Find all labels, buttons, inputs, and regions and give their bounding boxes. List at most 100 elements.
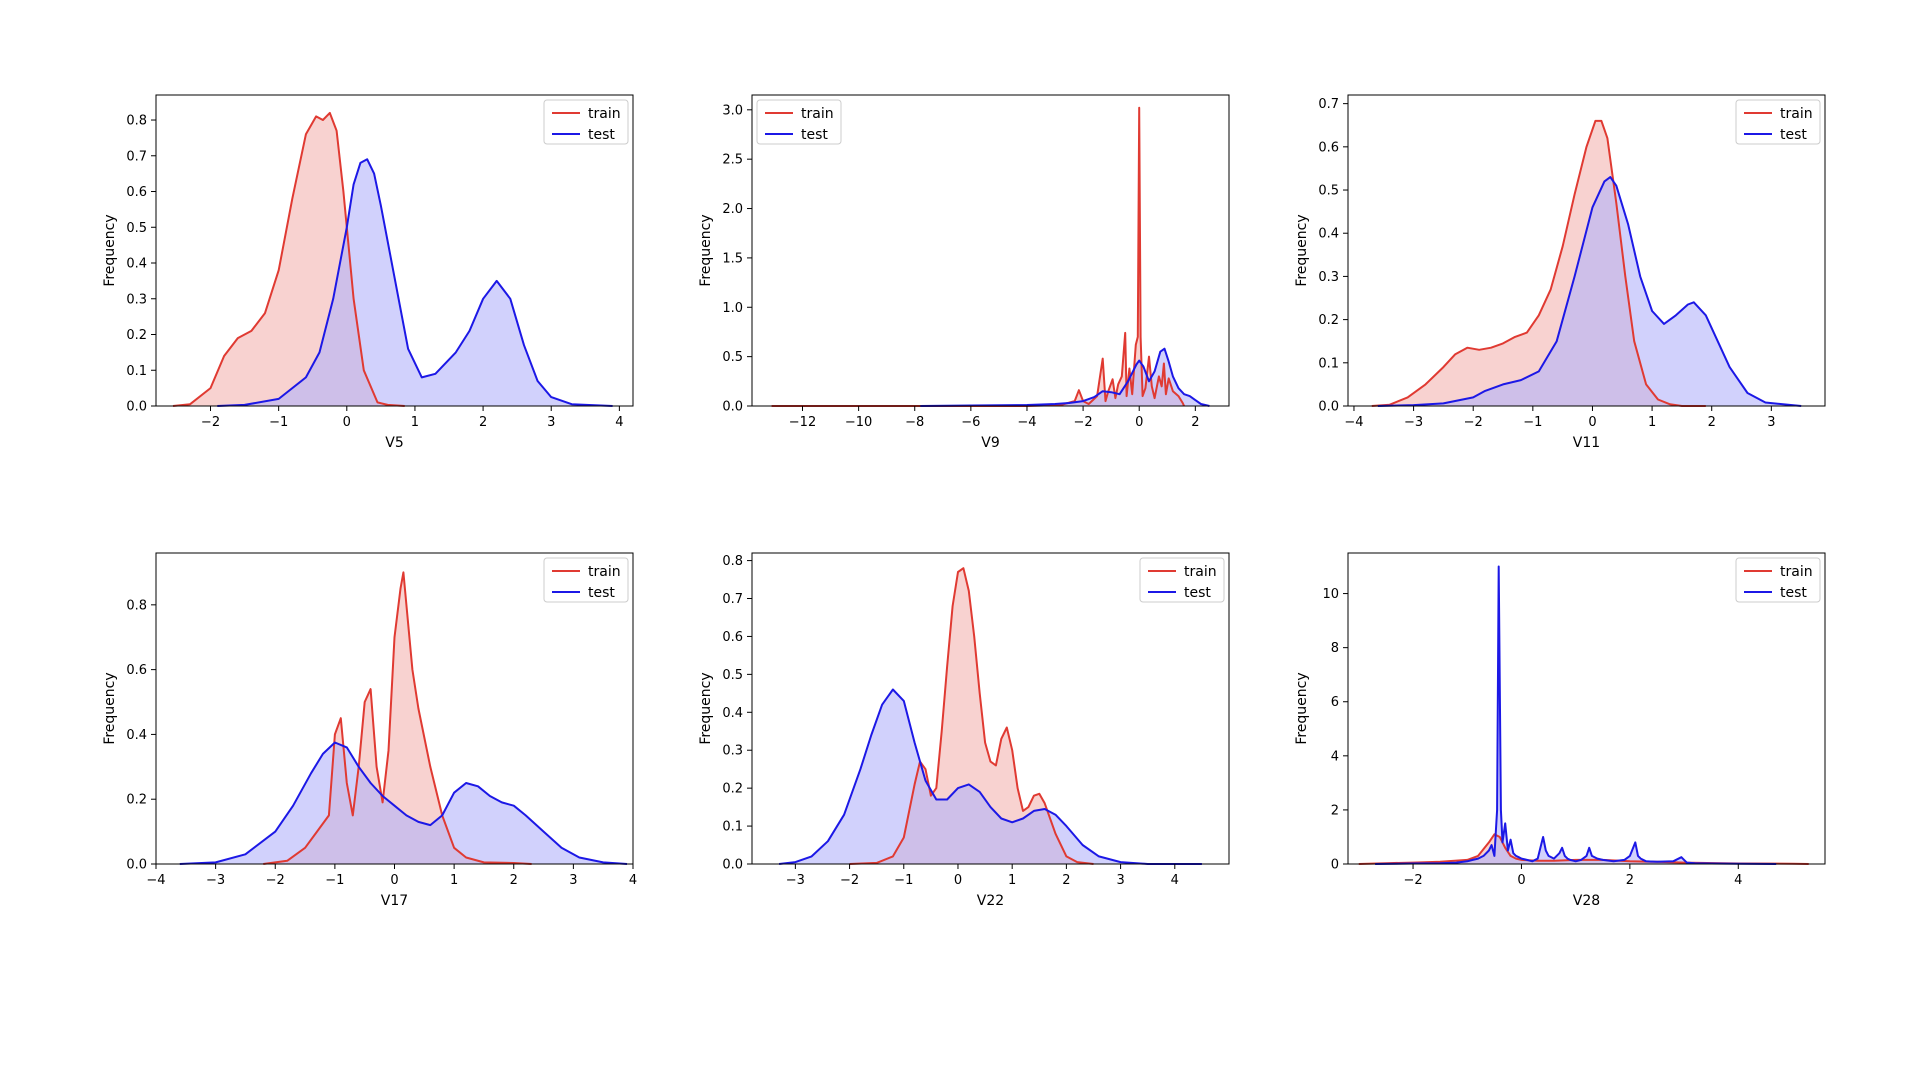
x-axis-label: V9 (981, 435, 999, 451)
y-tick-label: 0.7 (722, 592, 743, 607)
y-tick-label: 0.0 (126, 858, 147, 873)
y-tick-label: 0.3 (126, 292, 147, 307)
y-tick-label: 0.0 (126, 400, 147, 415)
x-tick-label: 3 (1116, 873, 1124, 888)
y-tick-label: 0.0 (722, 858, 743, 873)
subplot-v9: −12 −10 −8 −6 −4 −2 0 2 0.0 0.5 1.0 1.5 2.0 2.5 3.0 V9 F… (698, 94, 1230, 451)
y-tick-label: 0.5 (126, 221, 147, 236)
y-tick-label: 0.2 (722, 782, 743, 797)
x-tick-label: −1 (1523, 415, 1542, 430)
x-axis-label: V17 (381, 893, 408, 909)
y-tick-label: 0.6 (1318, 140, 1339, 155)
subplot-v17: −4 −3 −2 −1 0 1 2 3 4 0.0 0.2 0.4 0.6 0.8 V17 Frequency… (102, 552, 637, 909)
x-tick-label: −2 (1403, 873, 1422, 888)
x-tick-label: −4 (1344, 415, 1363, 430)
x-tick-label: 2 (510, 873, 518, 888)
y-tick-label: 0.7 (1318, 97, 1339, 112)
x-axis-label: V11 (1573, 435, 1600, 451)
y-tick-label: 0.2 (1318, 313, 1339, 328)
x-tick-label: −4 (1017, 415, 1036, 430)
series-line-test (179, 741, 628, 865)
x-tick-label: 4 (1734, 873, 1742, 888)
series-fill-test (779, 689, 1202, 864)
series-line-test (217, 158, 613, 407)
x-tick-label: −3 (786, 873, 805, 888)
x-tick-label: 1 (411, 415, 419, 430)
legend: train test (543, 99, 629, 145)
x-tick-label: −6 (961, 415, 980, 430)
series-line-test (920, 347, 1210, 407)
legend-label-test: test (801, 127, 828, 143)
series-fill-train (849, 568, 1094, 864)
series-fill-test (179, 742, 628, 864)
series-line-train (263, 571, 532, 865)
y-axis-label: Frequency (1294, 672, 1310, 744)
subplot-v11: −4 −3 −2 −1 0 1 2 3 0.0 0.1 0.2 0.3 0.4 0.5 0.6 0.7 V11 F… (1294, 94, 1826, 451)
y-tick-label: 0.1 (722, 820, 743, 835)
x-tick-label: −2 (840, 873, 859, 888)
x-axis-label: V5 (385, 435, 403, 451)
y-tick-label: 0.5 (1318, 184, 1339, 199)
x-tick-label: 0 (390, 873, 398, 888)
series-fill-test (920, 348, 1210, 406)
legend-label-train: train (1780, 106, 1813, 122)
x-tick-label: −2 (201, 415, 220, 430)
y-axis-label: Frequency (698, 672, 714, 744)
series-line-train (1371, 119, 1706, 407)
y-axis-label: Frequency (1294, 214, 1310, 286)
y-axis-label: Frequency (698, 214, 714, 286)
legend-label-train: train (1184, 564, 1217, 580)
series-line-test (1377, 176, 1802, 407)
axes-frame (1347, 552, 1826, 865)
y-axis-label: Frequency (102, 214, 118, 286)
x-tick-label: 3 (1767, 415, 1775, 430)
y-tick-label: 0.2 (126, 328, 147, 343)
x-tick-label: 3 (547, 415, 555, 430)
series-line-train (771, 106, 1186, 407)
y-tick-label: 0.4 (126, 257, 147, 272)
x-tick-label: 3 (569, 873, 577, 888)
y-tick-label: 0.5 (722, 350, 743, 365)
x-tick-label: −2 (1074, 415, 1093, 430)
x-tick-label: −1 (894, 873, 913, 888)
legend: train test (1735, 557, 1821, 603)
legend: train test (1139, 557, 1225, 603)
y-tick-label: 0.6 (126, 185, 147, 200)
y-tick-label: 1.5 (722, 251, 743, 266)
subplot-v22: −3 −2 −1 0 1 2 3 4 0.0 0.1 0.2 0.3 0.4 0.5 0.6 0.7 0.8 V2… (698, 552, 1230, 909)
y-tick-label: 10 (1322, 587, 1339, 602)
legend-label-test: test (1780, 585, 1807, 601)
series-line-train (849, 567, 1094, 865)
y-tick-label: 0.4 (126, 728, 147, 743)
x-tick-label: −1 (269, 415, 288, 430)
series-fill-test (1375, 566, 1777, 864)
x-tick-label: −1 (325, 873, 344, 888)
legend: train test (543, 557, 629, 603)
legend-label-train: train (588, 106, 621, 122)
series-fill-test (217, 159, 613, 406)
y-tick-label: 0.5 (722, 668, 743, 683)
x-tick-label: −8 (905, 415, 924, 430)
x-tick-label: −4 (146, 873, 165, 888)
x-tick-label: 1 (1648, 415, 1656, 430)
axes-frame (1347, 94, 1826, 407)
axes-frame (751, 552, 1230, 865)
x-tick-label: 4 (629, 873, 637, 888)
y-tick-label: 3.0 (722, 103, 743, 118)
subplot-v28: −2 0 2 4 0 2 4 6 8 10 V28 Frequency train test (1294, 552, 1826, 909)
y-tick-label: 0.6 (126, 663, 147, 678)
y-tick-label: 2 (1331, 803, 1339, 818)
x-tick-label: −12 (789, 415, 816, 430)
x-tick-label: 4 (1171, 873, 1179, 888)
series-line-train (1358, 833, 1809, 865)
x-tick-label: 0 (1517, 873, 1525, 888)
legend: train test (1735, 99, 1821, 145)
y-tick-label: 0.3 (1318, 270, 1339, 285)
y-tick-label: 4 (1331, 749, 1339, 764)
legend-label-test: test (1184, 585, 1211, 601)
x-tick-label: 0 (954, 873, 962, 888)
x-tick-label: 2 (1626, 873, 1634, 888)
x-tick-label: 2 (1191, 415, 1199, 430)
x-tick-label: 1 (450, 873, 458, 888)
